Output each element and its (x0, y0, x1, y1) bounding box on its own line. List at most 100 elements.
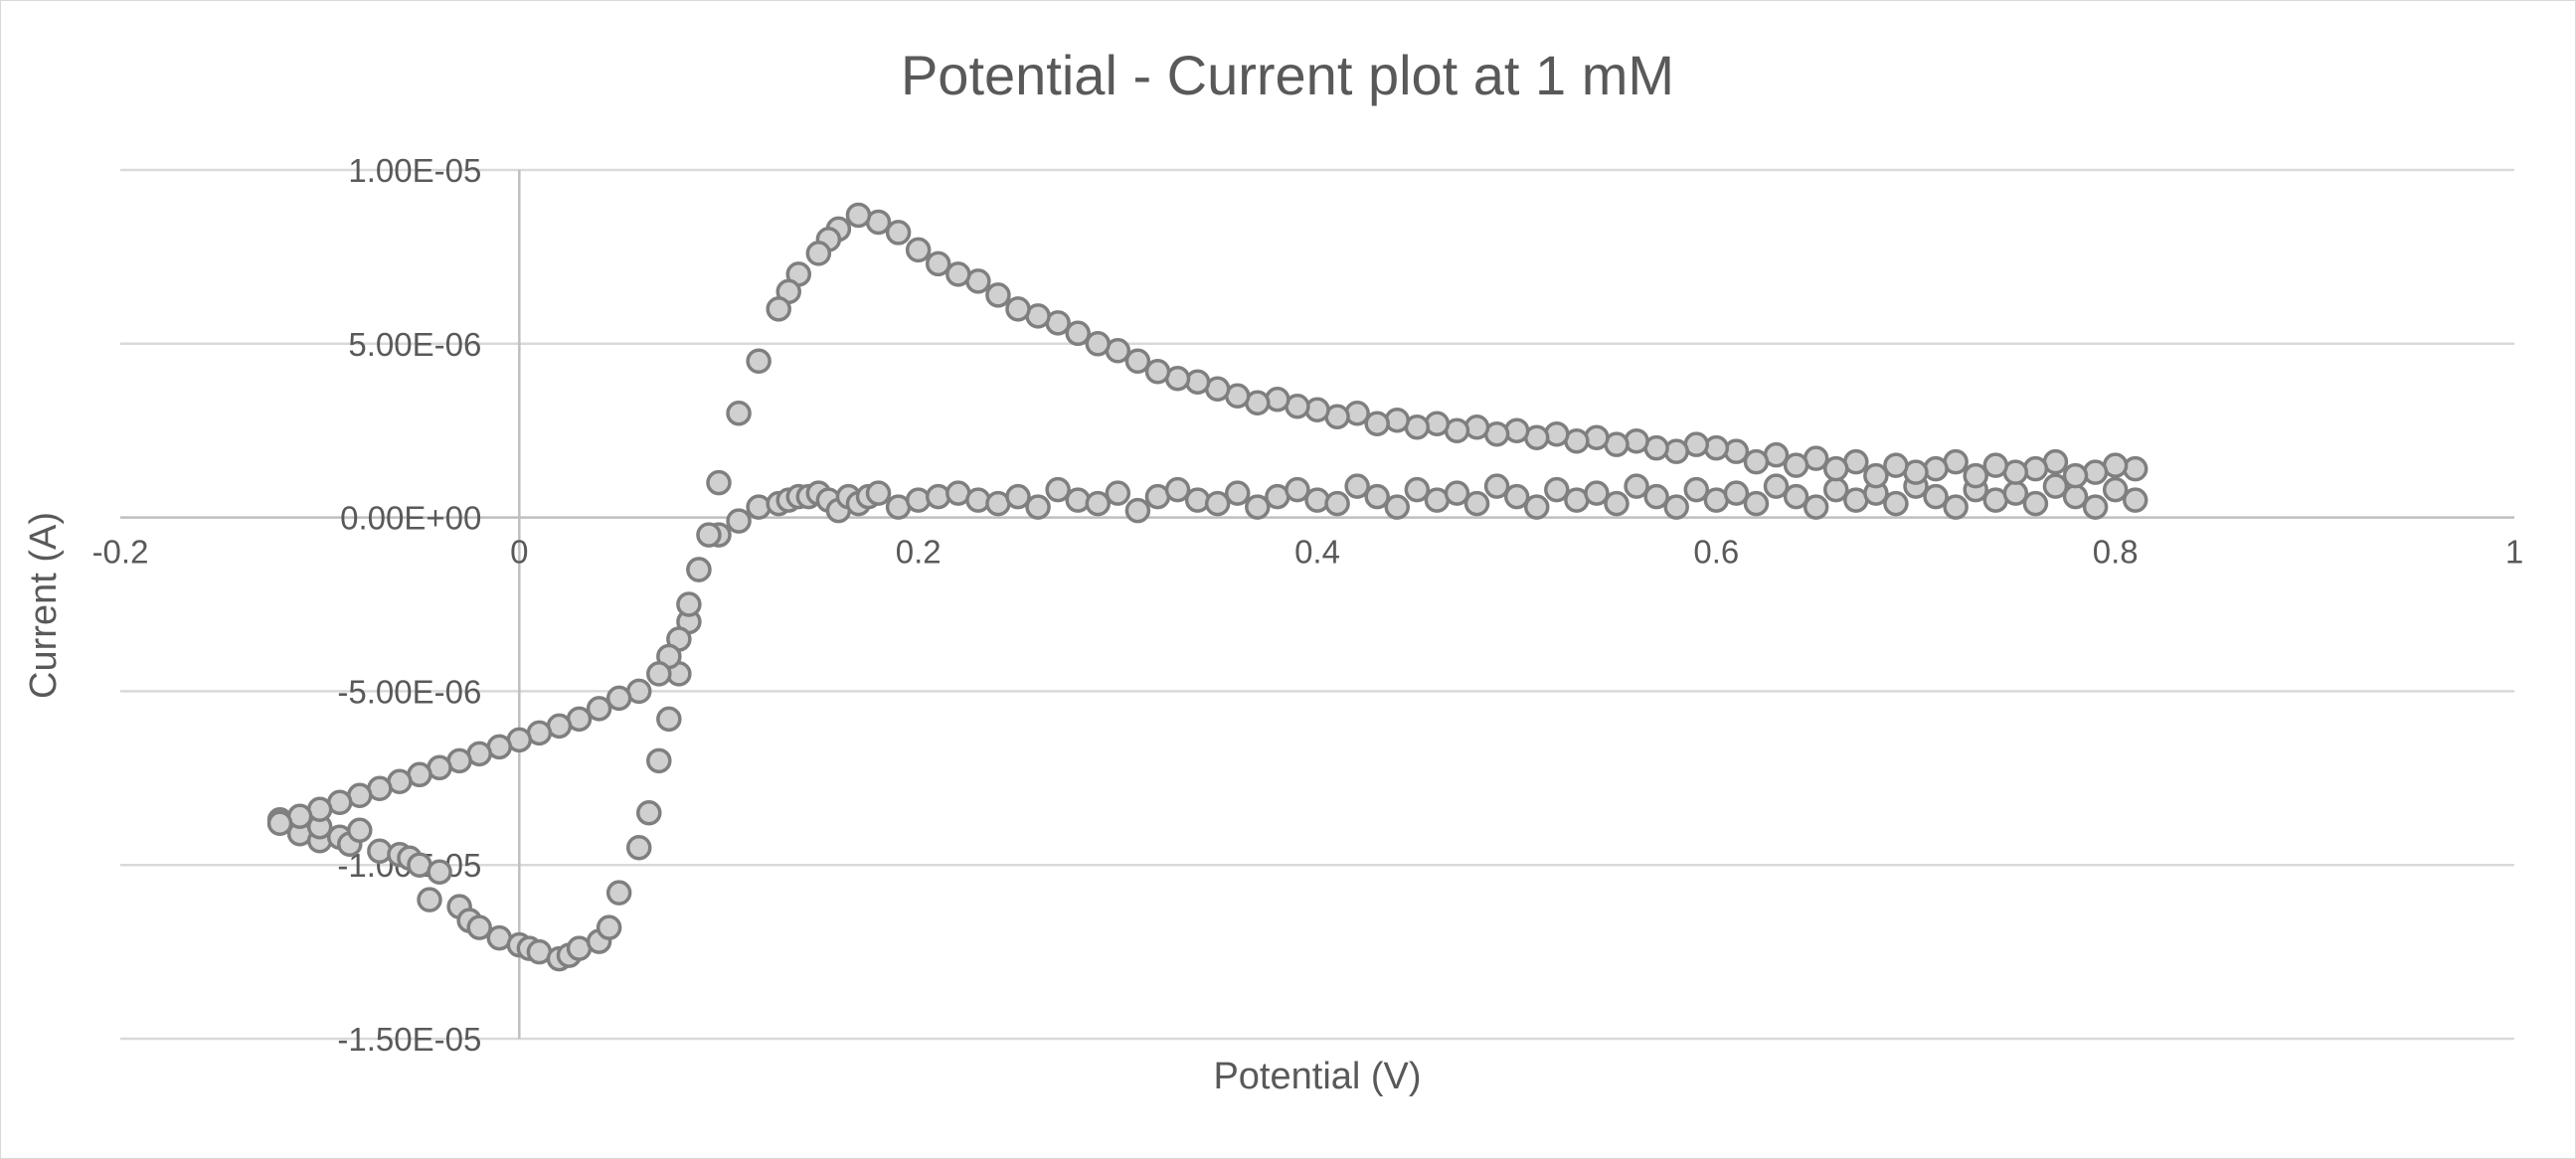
data-point (2102, 476, 2129, 503)
data-point (1822, 455, 1849, 482)
data-point (1124, 348, 1151, 375)
data-point (2022, 490, 2049, 517)
data-point (1085, 490, 1112, 517)
data-point (1344, 473, 1370, 499)
data-point (1105, 480, 1131, 506)
data-point (1025, 494, 1051, 520)
data-point (605, 880, 632, 906)
x-tick-labels: -0.2 0 0.2 0.4 0.6 0.8 1 (92, 534, 2524, 571)
data-point (605, 685, 632, 712)
data-point (1883, 490, 1909, 517)
data-point (805, 241, 832, 266)
y-tick-label: -1.50E-05 (337, 1021, 481, 1058)
data-point (686, 557, 712, 582)
x-tick-label: 1 (2505, 534, 2523, 571)
data-point (726, 508, 752, 534)
data-point (1304, 487, 1330, 513)
data-point (347, 817, 373, 843)
data-point (1683, 476, 1710, 503)
data-point (2042, 473, 2069, 499)
data-point (1124, 497, 1151, 524)
data-point (625, 834, 652, 861)
data-point (1483, 473, 1510, 499)
data-point (1963, 462, 1988, 489)
data-point (1763, 473, 1790, 499)
x-tick-label: -0.2 (92, 534, 149, 571)
data-point (905, 487, 932, 513)
data-point (1883, 452, 1909, 478)
data-point (1384, 494, 1411, 520)
data-point (1324, 490, 1350, 517)
data-point (1404, 476, 1431, 503)
data-point (706, 469, 732, 496)
x-tick-label: 0.4 (1294, 534, 1340, 571)
data-point (1005, 296, 1031, 322)
data-point (656, 706, 682, 733)
y-tick-label: 5.00E-06 (348, 326, 481, 363)
data-point (746, 348, 772, 375)
data-point (1544, 420, 1570, 447)
data-point (1304, 397, 1330, 422)
gridlines (120, 168, 2514, 1041)
data-point (266, 810, 293, 836)
data-point (1245, 494, 1271, 520)
data-point (1444, 480, 1470, 506)
data-point (1783, 452, 1809, 478)
x-tick-label: 0.8 (2093, 534, 2139, 571)
data-point (945, 261, 971, 287)
data-point (746, 494, 772, 520)
data-points (266, 202, 2148, 972)
data-point (1584, 424, 1610, 450)
data-point (1863, 462, 1889, 489)
data-point (636, 800, 662, 826)
data-point (676, 591, 702, 617)
data-point (1663, 494, 1689, 520)
data-point (1544, 476, 1570, 503)
data-point (865, 480, 892, 506)
data-point (2022, 455, 2049, 482)
data-point (1523, 494, 1550, 520)
data-point (1923, 483, 1949, 510)
data-point (2062, 462, 2089, 489)
data-point (726, 400, 752, 426)
chart-title: Potential - Current plot at 1 mM (901, 44, 1674, 106)
data-point (1463, 490, 1490, 517)
data-point (1943, 494, 1969, 520)
data-point (646, 661, 672, 687)
data-point (1604, 490, 1630, 517)
y-tick-label: -5.00E-06 (337, 673, 481, 710)
data-point (1144, 359, 1171, 385)
data-point (1085, 331, 1112, 357)
data-point (845, 202, 872, 229)
data-point (1005, 483, 1031, 510)
data-point (1503, 483, 1530, 510)
data-point (1463, 414, 1490, 440)
data-point (427, 859, 452, 885)
data-point (1584, 480, 1610, 506)
data-point (1783, 483, 1809, 510)
data-point (1204, 490, 1231, 517)
data-point (766, 296, 791, 322)
data-point (596, 914, 622, 940)
data-point (1624, 427, 1649, 454)
data-point (985, 282, 1011, 308)
data-point (1045, 476, 1071, 503)
data-point (1982, 452, 2009, 478)
y-tick-labels: 1.00E-055.00E-060.00E+00-5.00E-06-1.00E-… (337, 152, 481, 1058)
data-point (1344, 400, 1370, 426)
data-point (1224, 480, 1251, 506)
data-point (1364, 411, 1390, 436)
data-point (1164, 476, 1191, 503)
data-point (1624, 473, 1649, 499)
data-point (1503, 417, 1530, 443)
x-tick-label: 0.2 (896, 534, 942, 571)
data-point (2082, 459, 2109, 485)
data-point (1743, 490, 1770, 517)
data-point (466, 914, 492, 940)
data-point (885, 220, 912, 246)
data-point (1743, 448, 1770, 475)
data-point (1424, 411, 1451, 436)
data-point (2082, 494, 2109, 520)
